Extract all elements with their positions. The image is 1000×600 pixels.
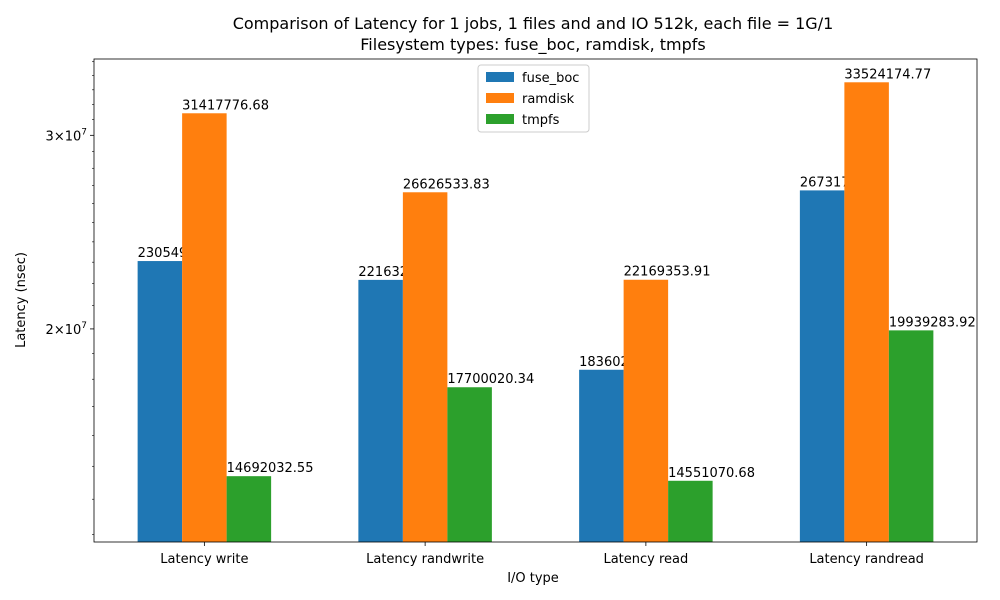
bar-ramdisk-2	[623, 279, 669, 542]
legend-swatch-fuse_boc	[486, 72, 514, 82]
bar-fuse_boc-1	[358, 279, 403, 542]
legend-label-tmpfs: tmpfs	[522, 113, 560, 128]
legend-label-ramdisk: ramdisk	[522, 92, 575, 107]
plot-frame	[93, 58, 978, 543]
bar-ramdisk-0	[182, 113, 227, 542]
bar-tmpfs-0	[226, 476, 272, 542]
bar-ramdisk-1	[402, 192, 448, 542]
chart-title-line2: Filesystem types: fuse_boc, ramdisk, tmp…	[360, 35, 705, 55]
bar-tmpfs-1	[447, 387, 492, 542]
x-tick-label: Latency read	[603, 552, 688, 567]
chart-title-line1: Comparison of Latency for 1 jobs, 1 file…	[233, 14, 834, 33]
y-tick-label: 2×107	[46, 321, 87, 338]
bar-value-label: 19939283.92	[889, 315, 976, 330]
bar-value-label: 33524174.77	[844, 67, 931, 82]
bar-value-label: 14692032.55	[227, 461, 314, 476]
legend-swatch-tmpfs	[486, 114, 514, 124]
bar-value-label: 26626533.83	[403, 177, 490, 192]
y-tick-label: 3×107	[46, 127, 87, 144]
bar-tmpfs-2	[668, 480, 713, 542]
legend-label-fuse_boc: fuse_boc	[522, 71, 579, 86]
x-tick-label: Latency write	[160, 552, 248, 567]
bar-value-label: 31417776.68	[182, 98, 269, 113]
legend-swatch-ramdisk	[486, 93, 514, 103]
x-axis-label: I/O type	[507, 571, 559, 586]
bar-value-label: 14551070.68	[668, 466, 755, 481]
bar-value-label: 22169353.91	[624, 265, 711, 280]
plot-area: 2×1073×10723054904.6122163277.0818360212…	[46, 58, 978, 567]
bar-fuse_boc-0	[137, 261, 183, 542]
bar-ramdisk-3	[844, 82, 889, 543]
bar-fuse_boc-3	[799, 190, 845, 542]
y-axis-label: Latency (nsec)	[14, 252, 29, 348]
bar-value-label: 17700020.34	[447, 372, 534, 387]
bar-fuse_boc-2	[579, 369, 624, 542]
x-tick-label: Latency randwrite	[366, 552, 484, 567]
bar-tmpfs-3	[888, 330, 934, 542]
x-tick-label: Latency randread	[809, 552, 924, 567]
